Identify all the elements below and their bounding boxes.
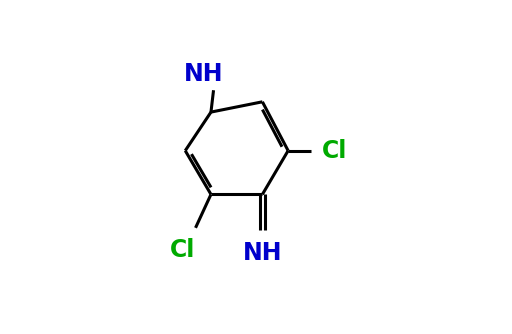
- Text: Cl: Cl: [170, 238, 196, 262]
- Text: Cl: Cl: [322, 139, 347, 163]
- Text: NH: NH: [243, 241, 282, 265]
- Text: NH: NH: [183, 62, 223, 87]
